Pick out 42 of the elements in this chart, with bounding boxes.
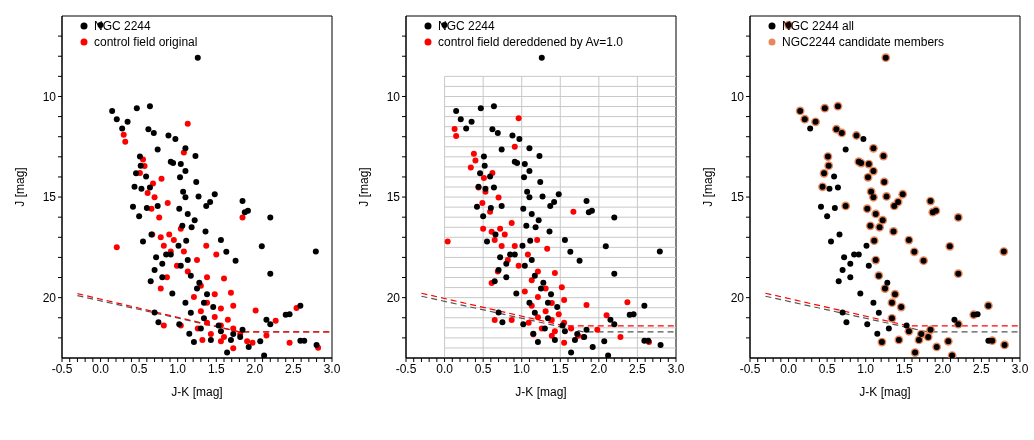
x-tick-label: 2.0 — [246, 361, 264, 376]
x-tick-label: -0.5 — [739, 361, 761, 376]
x-tick-label: 2.5 — [629, 361, 647, 376]
x-tick-label: 1.0 — [169, 361, 187, 376]
x-axis-title: J-K [mag] — [171, 385, 223, 399]
x-tick-label: 0.0 — [436, 361, 454, 376]
x-tick-label: 0.5 — [130, 361, 148, 376]
y-tick-label: 20 — [42, 290, 57, 305]
x-tick-label: 1.0 — [513, 361, 531, 376]
x-tick-label: 3.0 — [1011, 361, 1029, 376]
y-tick-label: 10 — [42, 89, 57, 104]
y-tick-label: 20 — [730, 290, 745, 305]
x-tick-label: 3.0 — [323, 361, 341, 376]
x-tick-label: 1.5 — [551, 361, 569, 376]
y-tick-label: 20 — [386, 290, 401, 305]
y-axis-title: J [mag] — [701, 167, 716, 207]
x-tick-label: -0.5 — [51, 361, 73, 376]
x-tick-label: 0.0 — [780, 361, 798, 376]
x-tick-label: 3.0 — [667, 361, 685, 376]
x-tick-label: 2.5 — [285, 361, 303, 376]
x-tick-label: 2.0 — [590, 361, 608, 376]
y-tick-label: 10 — [730, 89, 745, 104]
x-tick-label: 0.5 — [818, 361, 836, 376]
y-axis-title: J [mag] — [13, 167, 28, 207]
y-tick-label: 10 — [386, 89, 401, 104]
legend-label: control field original — [94, 34, 198, 50]
x-tick-label: 2.5 — [973, 361, 991, 376]
x-tick-label: 2.0 — [934, 361, 952, 376]
y-tick-label: 15 — [42, 190, 57, 205]
y-tick-label: 15 — [730, 190, 745, 205]
x-tick-label: 1.0 — [857, 361, 875, 376]
x-tick-label: 1.5 — [207, 361, 225, 376]
legend-label: NGC2244 candidate members — [782, 34, 945, 50]
legend-label: control field dereddened by Av=1.0 — [438, 34, 623, 50]
x-axis-title: J-K [mag] — [515, 385, 567, 399]
x-axis-title: J-K [mag] — [859, 385, 911, 399]
x-tick-label: -0.5 — [395, 361, 417, 376]
x-tick-label: 0.0 — [92, 361, 110, 376]
x-tick-label: 1.5 — [895, 361, 913, 376]
y-tick-label: 15 — [386, 190, 401, 205]
x-tick-label: 0.5 — [474, 361, 492, 376]
y-axis-title: J [mag] — [357, 167, 372, 207]
